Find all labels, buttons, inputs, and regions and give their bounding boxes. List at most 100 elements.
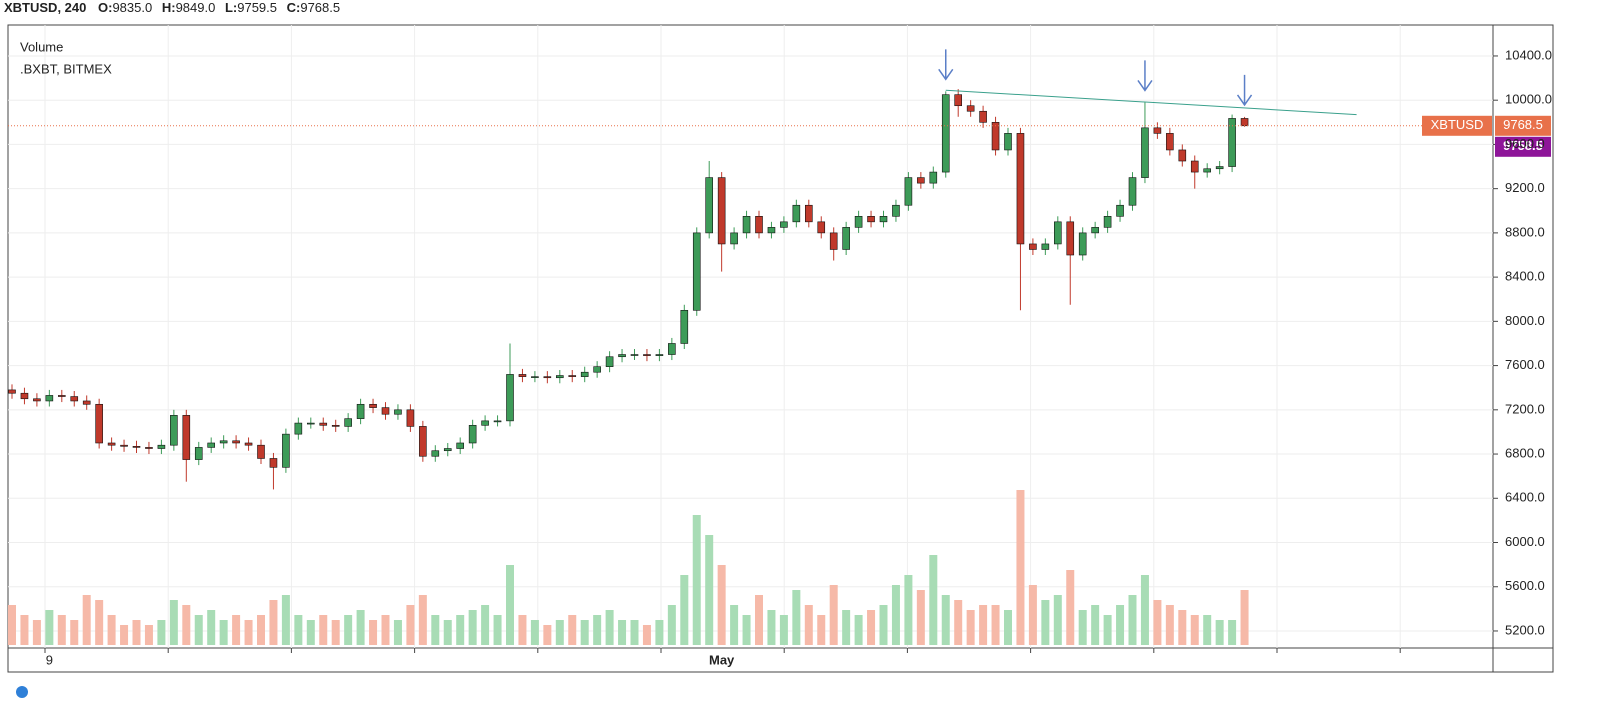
candle-body	[356, 403, 365, 419]
candle-body	[568, 375, 577, 377]
candle-body	[1190, 160, 1199, 173]
candle-body	[879, 216, 888, 223]
volume-bar	[1078, 610, 1087, 645]
volume-bar	[854, 615, 863, 645]
y-tick-label: 5600.0	[1505, 578, 1545, 593]
candle-body	[95, 403, 103, 444]
candle-body	[1215, 166, 1224, 170]
candle-body	[917, 177, 925, 184]
candle-body	[170, 415, 178, 446]
field-value: 9759.5	[237, 0, 277, 15]
volume-bar	[655, 620, 664, 645]
candle-body	[344, 418, 352, 427]
volume-bar	[518, 615, 527, 645]
candle-body	[680, 309, 689, 344]
candle-body	[1041, 243, 1050, 250]
candle-body	[929, 171, 938, 184]
candle-body	[132, 446, 141, 448]
candle-body	[555, 375, 564, 379]
candle-body	[194, 447, 203, 460]
icon[interactable]	[16, 686, 28, 698]
y-tick-label: 9200.0	[1505, 180, 1545, 195]
candle-body	[319, 422, 328, 426]
candle-body	[1203, 168, 1211, 173]
candle-body	[780, 221, 788, 228]
candle-body	[954, 94, 963, 107]
price-value: 9768.5	[1503, 117, 1543, 132]
candle-body	[904, 177, 913, 206]
volume-bar	[406, 605, 415, 645]
candle-body	[431, 450, 440, 457]
volume-bar	[20, 615, 29, 645]
candle-body	[1029, 243, 1037, 250]
volume-bar	[555, 620, 564, 645]
candle-body	[82, 400, 91, 405]
candle-body	[1016, 133, 1025, 245]
candle-body	[705, 177, 714, 234]
candle-body	[493, 420, 502, 423]
volume-bar	[1103, 615, 1112, 645]
field-value: 9849.0	[176, 0, 216, 15]
volume-bar	[630, 620, 639, 645]
volume-bar	[443, 620, 452, 645]
y-tick-label: 7600.0	[1505, 357, 1545, 372]
volume-bar	[493, 615, 502, 645]
candle-body	[294, 422, 303, 435]
candle-body	[57, 395, 66, 397]
candle-body	[593, 366, 601, 373]
volume-bar	[966, 610, 975, 645]
y-tick-label: 5200.0	[1505, 622, 1545, 637]
candle-body	[792, 204, 801, 223]
candle-body	[630, 354, 639, 356]
volume-bar	[1178, 610, 1187, 645]
arrow	[1137, 60, 1153, 92]
volume-bar	[941, 595, 950, 645]
candle-body	[941, 94, 950, 173]
volume-bar	[1228, 620, 1237, 645]
candle-body	[1091, 227, 1099, 234]
candle-body	[443, 448, 452, 452]
legend-source: .BXBT, BITMEX	[20, 61, 112, 76]
volume-bar	[605, 610, 614, 645]
candle-body	[282, 433, 290, 468]
volume-bar	[70, 620, 79, 645]
candle-body	[107, 442, 116, 446]
y-tick-label: 8400.0	[1505, 269, 1545, 284]
volume-bar	[331, 620, 340, 645]
candle-body	[306, 422, 315, 425]
volume-bar	[1165, 605, 1174, 645]
volume-bar	[418, 595, 427, 645]
volume-bar	[481, 605, 490, 645]
volume-bar	[319, 615, 328, 645]
candle-body	[618, 354, 626, 358]
candle-body	[867, 216, 875, 223]
candle-body	[655, 354, 664, 356]
candle-body	[979, 110, 987, 123]
header: XBTUSD, 240 O:9835.0 H:9849.0 L:9759.5 C…	[4, 0, 340, 15]
candle-body	[1078, 232, 1087, 256]
volume-bar	[281, 595, 290, 645]
volume-bar	[232, 615, 241, 645]
candle-body	[767, 227, 776, 234]
field-value: 9835.0	[112, 0, 152, 15]
trendline	[945, 89, 1357, 116]
candle-body	[45, 395, 54, 402]
candle-body	[120, 444, 128, 447]
candle-body	[269, 458, 278, 468]
candle-body	[1178, 149, 1187, 162]
arrow	[938, 49, 954, 81]
y-tick-label: 10400.0	[1505, 47, 1552, 62]
candle-body	[8, 389, 16, 394]
field-key: C:	[287, 0, 301, 15]
volume-bar	[132, 620, 141, 645]
volume-bar	[991, 605, 1000, 645]
candle-body	[1228, 118, 1236, 167]
volume-bar	[244, 620, 253, 645]
candle-body	[456, 442, 465, 449]
candle-body	[742, 216, 751, 234]
volume-bar	[144, 625, 153, 645]
volume-bar	[1066, 570, 1075, 645]
volume-bar	[742, 615, 751, 645]
volume-bar	[891, 585, 900, 645]
